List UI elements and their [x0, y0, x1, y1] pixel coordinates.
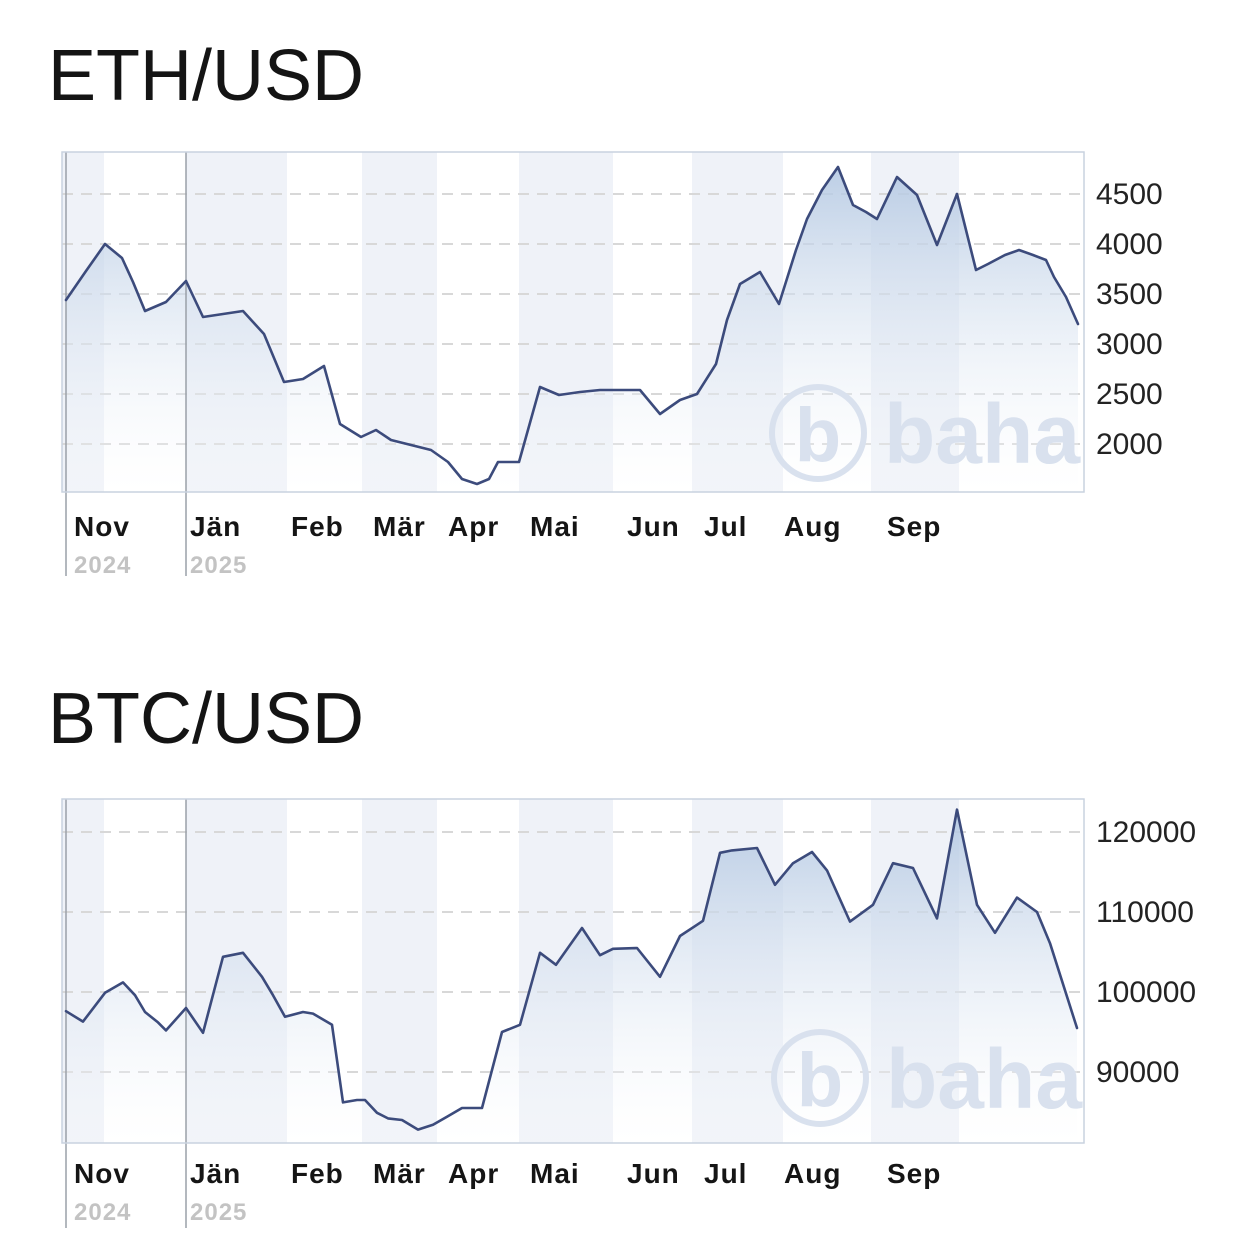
eth-price-line: [64, 165, 1080, 486]
x-month-label: Feb: [291, 1158, 344, 1189]
y-tick-label: 90000: [1096, 1056, 1179, 1089]
x-month-label: Jul: [704, 511, 747, 542]
baha-watermark: bbaha: [769, 384, 1081, 482]
x-year-label: 2025: [190, 552, 247, 579]
eth-price-area: [66, 167, 1078, 492]
x-month-label: Jun: [627, 511, 680, 542]
x-month-label: Jun: [627, 1158, 680, 1189]
y-tick-label: 3000: [1096, 328, 1163, 361]
x-month-label: Jän: [190, 511, 241, 542]
eth-chart-group: bbaha 4500 4000 3500 3000 2500 2000 Nov Jän Feb Mä…: [61, 151, 1163, 579]
y-tick-label: 110000: [1096, 896, 1194, 929]
x-month-label: Jän: [190, 1158, 241, 1189]
y-tick-label: 120000: [1096, 816, 1196, 849]
x-month-label: Apr: [448, 1158, 499, 1189]
x-month-label: Mai: [530, 1158, 580, 1189]
x-month-label: Jul: [704, 1158, 747, 1189]
x-month-label: Sep: [887, 511, 941, 542]
baha-watermark-text: baha: [886, 1032, 1083, 1126]
eth-chart-title: ETH/USD: [48, 36, 365, 116]
baha-logo-letter: b: [797, 1038, 843, 1123]
x-month-label: Mär: [373, 511, 426, 542]
x-month-label: Mai: [530, 511, 580, 542]
btc-price-line: [64, 808, 1079, 1131]
y-tick-label: 2500: [1096, 378, 1163, 411]
y-tick-label: 3500: [1096, 278, 1163, 311]
x-month-label: Mär: [373, 1158, 426, 1189]
month-band: [362, 799, 437, 1143]
baha-logo-letter: b: [795, 393, 841, 478]
y-tick-label: 2000: [1096, 428, 1163, 461]
x-year-label: 2025: [190, 1199, 247, 1226]
plot-border: [61, 151, 1085, 493]
btc-chart-plot-area[interactable]: [62, 799, 1084, 1143]
btc-price-area: [66, 809, 1077, 1143]
x-month-label: Sep: [887, 1158, 941, 1189]
x-month-label: Apr: [448, 511, 499, 542]
baha-logo-circle: [771, 1029, 869, 1127]
x-year-label: 2024: [74, 1199, 131, 1226]
btc-chart-title: BTC/USD: [48, 679, 365, 759]
baha-watermark-text: baha: [884, 387, 1081, 481]
y-tick-label: 4500: [1096, 178, 1163, 211]
x-month-label: Feb: [291, 511, 344, 542]
baha-watermark: bbaha: [771, 1029, 1083, 1127]
x-month-label: Nov: [74, 511, 130, 542]
baha-logo-circle: [769, 384, 867, 482]
x-month-label: Nov: [74, 1158, 130, 1189]
x-month-label: Aug: [784, 1158, 841, 1189]
y-tick-label: 100000: [1096, 976, 1196, 1009]
y-tick-label: 4000: [1096, 228, 1163, 261]
eth-chart-plot-area[interactable]: [62, 152, 1084, 492]
x-month-label: Aug: [784, 511, 841, 542]
x-year-label: 2024: [74, 552, 131, 579]
btc-chart-group: bbaha 120000 110000 100000 90000 Nov Jän Feb Mär…: [61, 798, 1196, 1228]
plot-border: [61, 798, 1085, 1144]
